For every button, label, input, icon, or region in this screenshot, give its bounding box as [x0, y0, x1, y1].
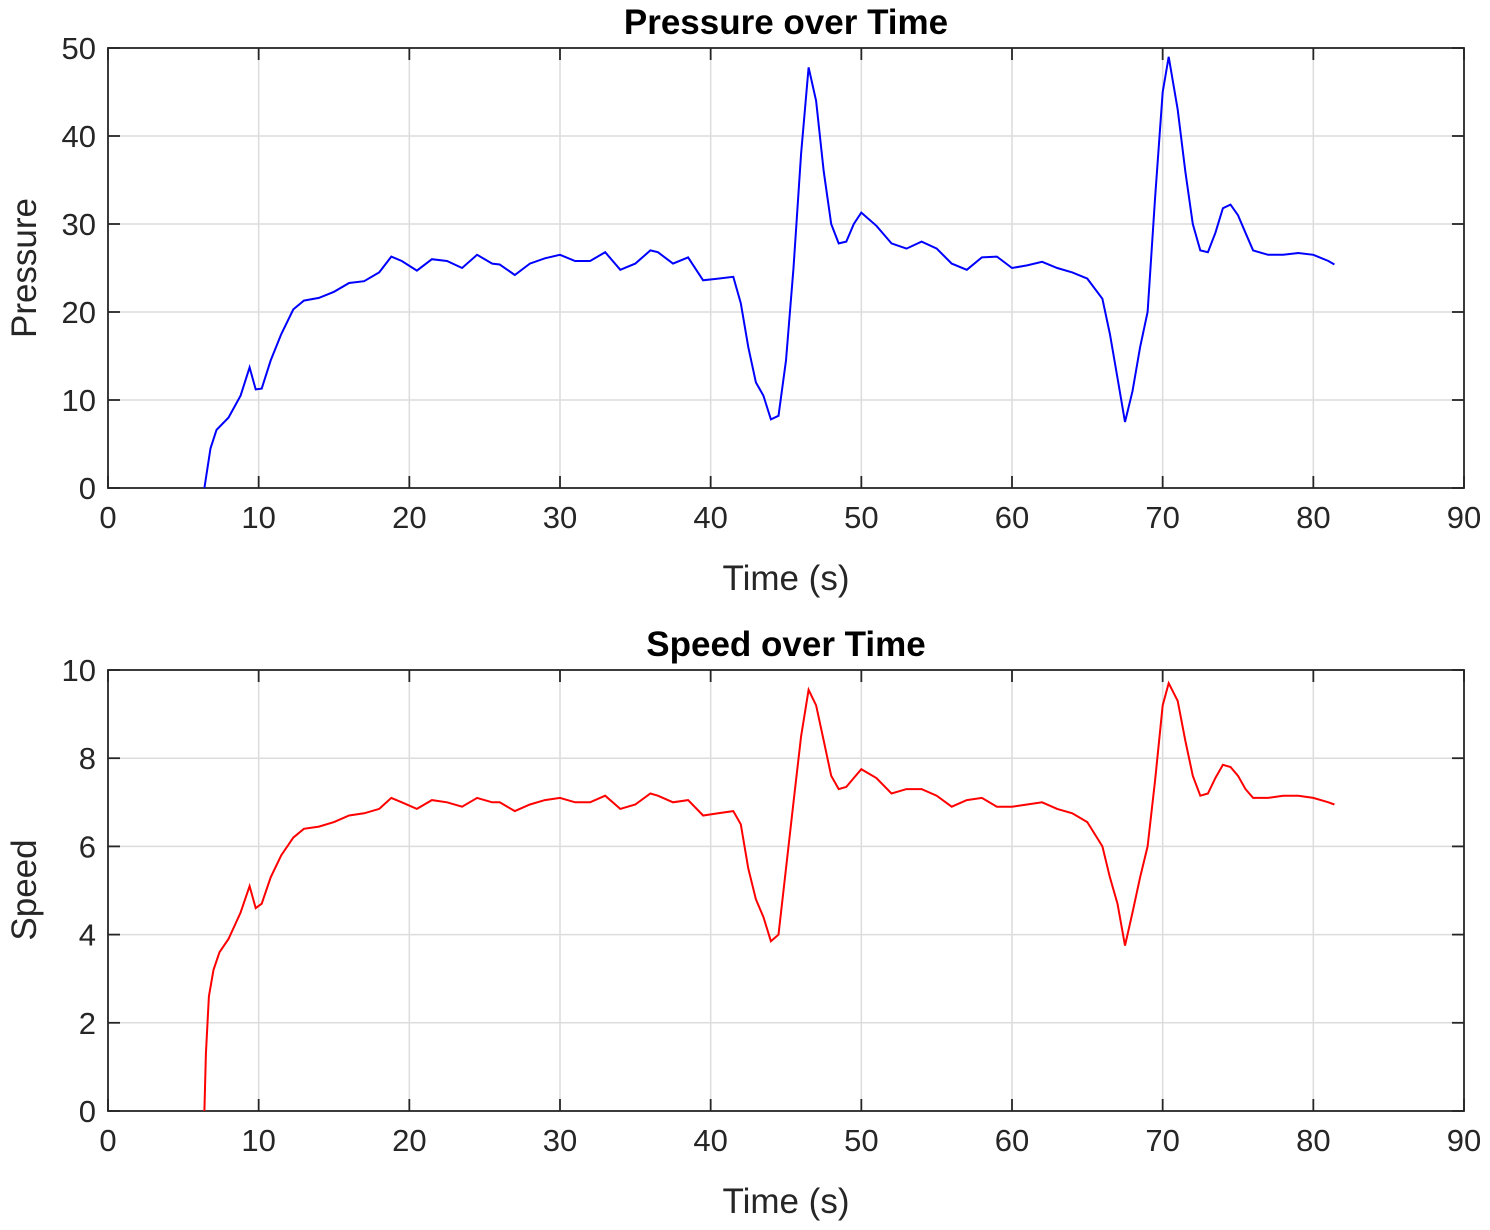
pressure-chart: 0 10 20 30 40 50 60 70 80 90 0 10 20 30 40 50 Pressure … [5, 3, 1481, 598]
speed-x-tick-label: 90 [1447, 1123, 1481, 1158]
speed-chart-title: Speed over Time [646, 625, 925, 664]
speed-series-line [203, 680, 1335, 1112]
pressure-x-tick-label: 60 [995, 500, 1029, 535]
speed-y-tick-label: 2 [79, 1006, 96, 1041]
pressure-axes-box [107, 47, 1465, 489]
pressure-x-tick-label: 90 [1447, 500, 1481, 535]
pressure-y-tick-label: 50 [62, 31, 96, 66]
pressure-x-axis-label: Time (s) [722, 559, 849, 598]
speed-x-axis-label: Time (s) [722, 1182, 849, 1221]
pressure-series-line [203, 56, 1335, 489]
pressure-y-tick-label: 0 [79, 471, 96, 506]
speed-y-axis-label: Speed [5, 839, 44, 940]
speed-ticks: 0 10 20 30 40 50 60 70 80 90 0 2 4 6 8 10 [62, 653, 1482, 1158]
pressure-ticks: 0 10 20 30 40 50 60 70 80 90 0 10 20 30 40 50 [62, 31, 1482, 535]
pressure-y-tick-label: 30 [62, 207, 96, 242]
speed-x-tick-label: 30 [543, 1123, 577, 1158]
speed-x-tick-label: 80 [1296, 1123, 1330, 1158]
speed-y-tick-label: 6 [79, 829, 96, 864]
pressure-grid [108, 48, 1464, 488]
pressure-x-tick-label: 0 [99, 500, 116, 535]
pressure-x-tick-label: 10 [241, 500, 275, 535]
speed-x-tick-label: 40 [693, 1123, 727, 1158]
pressure-y-tick-label: 20 [62, 295, 96, 330]
pressure-x-tick-label: 30 [543, 500, 577, 535]
speed-x-tick-label: 50 [844, 1123, 878, 1158]
speed-y-tick-label: 0 [79, 1094, 96, 1129]
pressure-chart-title: Pressure over Time [624, 3, 948, 42]
speed-y-tick-label: 8 [79, 741, 96, 776]
speed-x-tick-label: 70 [1145, 1123, 1179, 1158]
speed-x-tick-label: 0 [99, 1123, 116, 1158]
speed-axes-box [107, 669, 1465, 1112]
pressure-y-tick-label: 10 [62, 383, 96, 418]
speed-x-tick-label: 60 [995, 1123, 1029, 1158]
speed-y-tick-label: 10 [62, 653, 96, 688]
pressure-x-tick-label: 50 [844, 500, 878, 535]
speed-grid [108, 670, 1464, 1111]
speed-chart: 0 10 20 30 40 50 60 70 80 90 0 2 4 6 8 10 Speed over Ti… [5, 625, 1481, 1221]
speed-y-tick-label: 4 [79, 918, 96, 953]
speed-x-tick-label: 10 [241, 1123, 275, 1158]
pressure-x-tick-label: 20 [392, 500, 426, 535]
pressure-x-tick-label: 70 [1145, 500, 1179, 535]
speed-x-tick-label: 20 [392, 1123, 426, 1158]
pressure-y-axis-label: Pressure [5, 198, 44, 338]
pressure-y-tick-label: 40 [62, 119, 96, 154]
pressure-x-tick-label: 80 [1296, 500, 1330, 535]
pressure-x-tick-label: 40 [693, 500, 727, 535]
